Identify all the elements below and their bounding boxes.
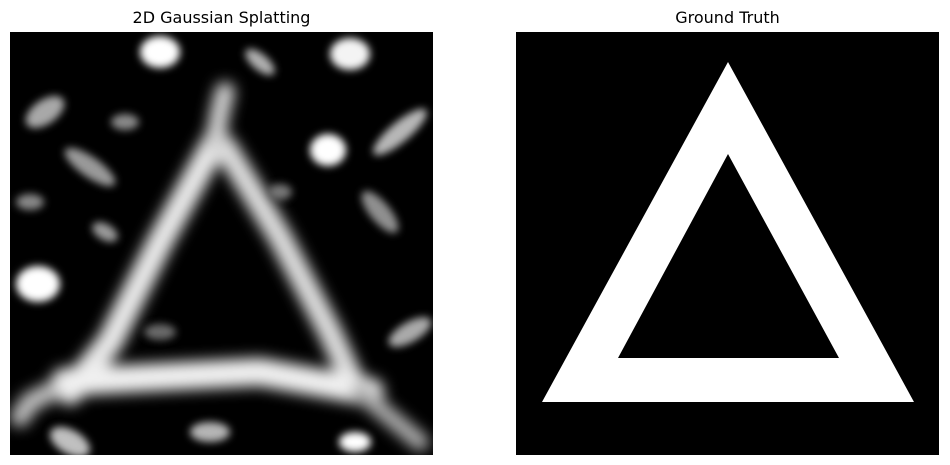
left-panel-title: 2D Gaussian Splatting [132,8,311,27]
gaussian-splatting-render [10,32,433,455]
ground-truth-render [516,32,939,455]
ground-truth-image [516,32,939,455]
blurred-triangle [10,82,429,451]
ground-truth-triangle [542,62,914,402]
right-panel-title: Ground Truth [675,8,780,27]
gaussian-splatting-image [10,32,433,455]
scattered-splats [16,36,432,455]
